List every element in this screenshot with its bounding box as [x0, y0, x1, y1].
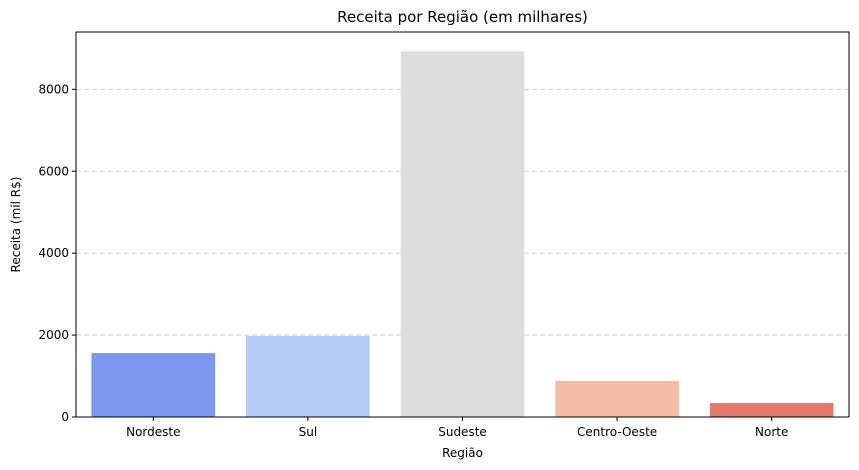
chart-title: Receita por Região (em milhares): [337, 8, 588, 26]
x-tick-label: Sudeste: [438, 425, 487, 439]
bar-centro-oeste: [555, 380, 679, 417]
x-tick-label: Centro-Oeste: [577, 425, 657, 439]
y-tick-label: 2000: [38, 328, 69, 342]
x-axis-label: Região: [442, 446, 483, 460]
y-tick-label: 0: [61, 410, 69, 424]
bar-sul: [246, 335, 370, 417]
x-axis-ticks: Nordeste Sul Sudeste Centro-Oeste Norte: [126, 417, 788, 439]
bars: [91, 51, 834, 417]
x-tick-label: Nordeste: [126, 425, 180, 439]
y-axis-ticks: 0 2000 4000 6000 8000: [38, 82, 76, 424]
bar-sudeste: [400, 51, 525, 417]
bar-nordeste: [91, 353, 216, 417]
y-axis-label: Receita (mil R$): [9, 177, 23, 273]
x-tick-label: Sul: [299, 425, 318, 439]
y-tick-label: 4000: [38, 246, 69, 260]
y-tick-label: 8000: [38, 82, 69, 96]
y-tick-label: 6000: [38, 164, 69, 178]
x-tick-label: Norte: [755, 425, 788, 439]
bar-norte: [709, 403, 834, 417]
